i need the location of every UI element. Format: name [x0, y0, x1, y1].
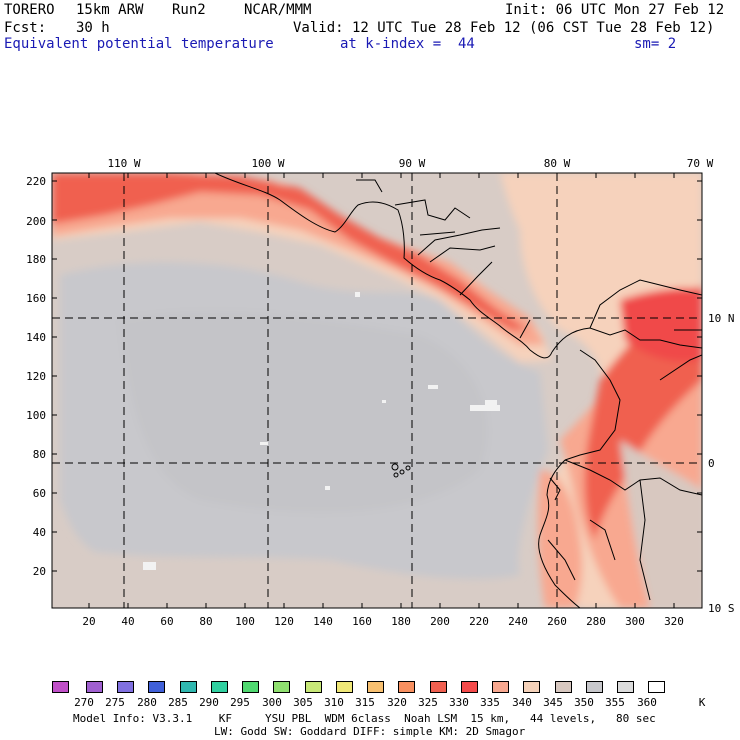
colorbar-label: 360	[637, 696, 657, 709]
organization: NCAR/MMM	[244, 2, 312, 18]
left-axis-label: 200	[26, 215, 46, 228]
left-axis-label: 100	[26, 409, 46, 422]
colorbar-label: 320	[387, 696, 407, 709]
bottom-axis-label: 120	[274, 615, 294, 628]
bottom-axis-label: 320	[664, 615, 684, 628]
colorbar-label: 305	[293, 696, 313, 709]
colorbar-swatch	[52, 681, 69, 693]
colorbar-swatch	[117, 681, 134, 693]
cloud-specks	[143, 292, 500, 570]
right-axis-label: 0	[708, 457, 715, 470]
bottom-axis-label: 60	[160, 615, 173, 628]
colorbar-swatch	[461, 681, 478, 693]
coastlines	[214, 173, 702, 608]
bottom-axis-label: 140	[313, 615, 333, 628]
colorbar-swatch	[430, 681, 447, 693]
colorbar-swatch	[336, 681, 353, 693]
bottom-axis-label: 280	[586, 615, 606, 628]
colorbar-swatch	[211, 681, 228, 693]
colorbar-unit: K	[698, 696, 706, 709]
top-axis-label: 80 W	[544, 157, 571, 170]
bottom-axis-label: 100	[235, 615, 255, 628]
colorbar-label: 280	[137, 696, 157, 709]
top-axis-label: 70 W	[687, 157, 714, 170]
colorbar-swatch	[648, 681, 665, 693]
colorbar-label: 325	[418, 696, 438, 709]
colorbar-label: 330	[449, 696, 469, 709]
bottom-axis-label: 160	[352, 615, 372, 628]
forecast-label: Fcst:	[4, 20, 47, 36]
colorbar-swatch	[242, 681, 259, 693]
physics-info: LW: Godd SW: Goddard DIFF: simple KM: 2D…	[214, 725, 526, 738]
level-info: at k-index = 44	[340, 36, 475, 52]
bottom-axis-label: 200	[430, 615, 450, 628]
colorbar-swatch	[586, 681, 603, 693]
colorbar-swatch	[180, 681, 197, 693]
left-axis-label: 40	[33, 526, 46, 539]
bottom-axis-label: 220	[469, 615, 489, 628]
colorbar-label: 355	[605, 696, 625, 709]
left-axis-label: 120	[26, 370, 46, 383]
left-axis-label: 160	[26, 292, 46, 305]
top-axis-label: 90 W	[399, 157, 426, 170]
bottom-axis-label: 300	[625, 615, 645, 628]
model-name: TORERO	[4, 2, 55, 18]
left-axis-label: 140	[26, 331, 46, 344]
colorbar-label: 300	[262, 696, 282, 709]
colorbar-swatch	[305, 681, 322, 693]
colorbar-swatch	[398, 681, 415, 693]
colorbar-label: 290	[199, 696, 219, 709]
theta-e-field	[52, 173, 702, 608]
map-frame	[51, 172, 703, 609]
colorbar-swatch	[86, 681, 103, 693]
axis-ticks	[52, 173, 702, 608]
valid-time: Valid: 12 UTC Tue 28 Feb 12 (06 CST Tue …	[293, 20, 715, 36]
run-name: Run2	[172, 2, 206, 18]
bottom-axis-label: 180	[391, 615, 411, 628]
colorbar-label: 275	[105, 696, 125, 709]
colorbar-label: 315	[355, 696, 375, 709]
resolution: 15km ARW	[76, 2, 144, 18]
colorbar-swatch	[492, 681, 509, 693]
left-axis-label: 20	[33, 565, 46, 578]
right-axis-label: 10 S	[708, 602, 735, 615]
colorbar-swatch	[555, 681, 572, 693]
colorbar-swatch	[273, 681, 290, 693]
top-axis-label: 110 W	[107, 157, 140, 170]
bottom-axis-label: 80	[199, 615, 212, 628]
field-title: Equivalent potential temperature	[4, 36, 274, 52]
bottom-axis-label: 240	[508, 615, 528, 628]
left-axis-label: 180	[26, 253, 46, 266]
bottom-axis-label: 40	[121, 615, 134, 628]
galapagos-islands	[391, 463, 411, 478]
smoothing-info: sm= 2	[634, 36, 677, 52]
colorbar-label: 335	[480, 696, 500, 709]
model-info: Model Info: V3.3.1 KF YSU PBL WDM 6class…	[73, 712, 656, 725]
left-axis-label: 220	[26, 175, 46, 188]
top-axis-label: 100 W	[251, 157, 284, 170]
bottom-axis-label: 260	[547, 615, 567, 628]
colorbar-label: 295	[230, 696, 250, 709]
colorbar-label: 340	[512, 696, 532, 709]
colorbar-label: 345	[543, 696, 563, 709]
graticule	[52, 173, 702, 608]
right-axis-label: 10 N	[708, 312, 735, 325]
left-axis-label: 80	[33, 448, 46, 461]
colorbar-swatch	[148, 681, 165, 693]
bottom-axis-label: 20	[82, 615, 95, 628]
colorbar-swatch	[523, 681, 540, 693]
colorbar-label: 285	[168, 696, 188, 709]
colorbar-label: 350	[574, 696, 594, 709]
left-axis-label: 60	[33, 487, 46, 500]
colorbar-swatch	[617, 681, 634, 693]
colorbar-label: 270	[74, 696, 94, 709]
init-time: Init: 06 UTC Mon 27 Feb 12	[505, 2, 725, 18]
colorbar-label: 310	[324, 696, 344, 709]
colorbar-swatch	[367, 681, 384, 693]
forecast-hours: 30 h	[76, 20, 110, 36]
